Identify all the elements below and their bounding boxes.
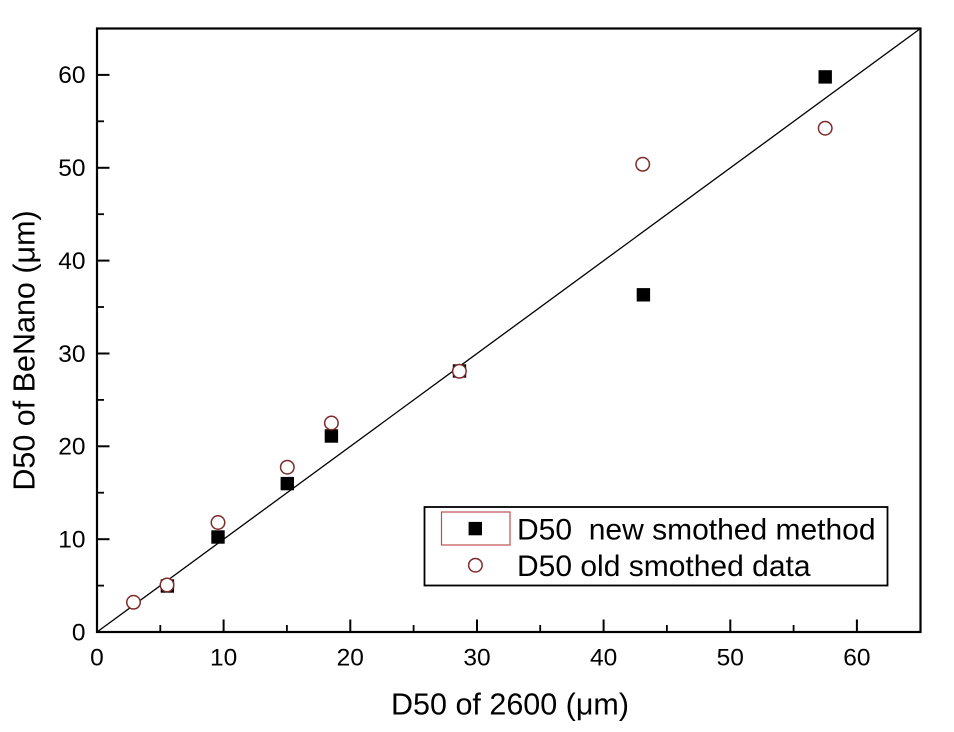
svg-text:50: 50 <box>717 645 744 672</box>
svg-text:10: 10 <box>58 527 85 554</box>
svg-text:20: 20 <box>337 645 364 672</box>
svg-text:D50 of BeNano (μm): D50 of BeNano (μm) <box>8 210 42 490</box>
svg-text:10: 10 <box>210 645 237 672</box>
svg-text:D50 new smothed method: D50 new smothed method <box>517 514 876 547</box>
svg-text:D50 of 2600 (μm): D50 of 2600 (μm) <box>391 688 629 722</box>
svg-text:D50 old smothed data: D50 old smothed data <box>517 550 811 583</box>
svg-text:60: 60 <box>58 62 85 89</box>
svg-text:40: 40 <box>58 248 85 275</box>
svg-text:0: 0 <box>90 645 104 672</box>
svg-text:20: 20 <box>58 434 85 461</box>
svg-text:50: 50 <box>58 155 85 182</box>
svg-text:0: 0 <box>72 619 86 646</box>
svg-text:30: 30 <box>58 341 85 368</box>
svg-text:40: 40 <box>590 645 617 672</box>
svg-text:30: 30 <box>463 645 490 672</box>
svg-text:60: 60 <box>843 645 870 672</box>
